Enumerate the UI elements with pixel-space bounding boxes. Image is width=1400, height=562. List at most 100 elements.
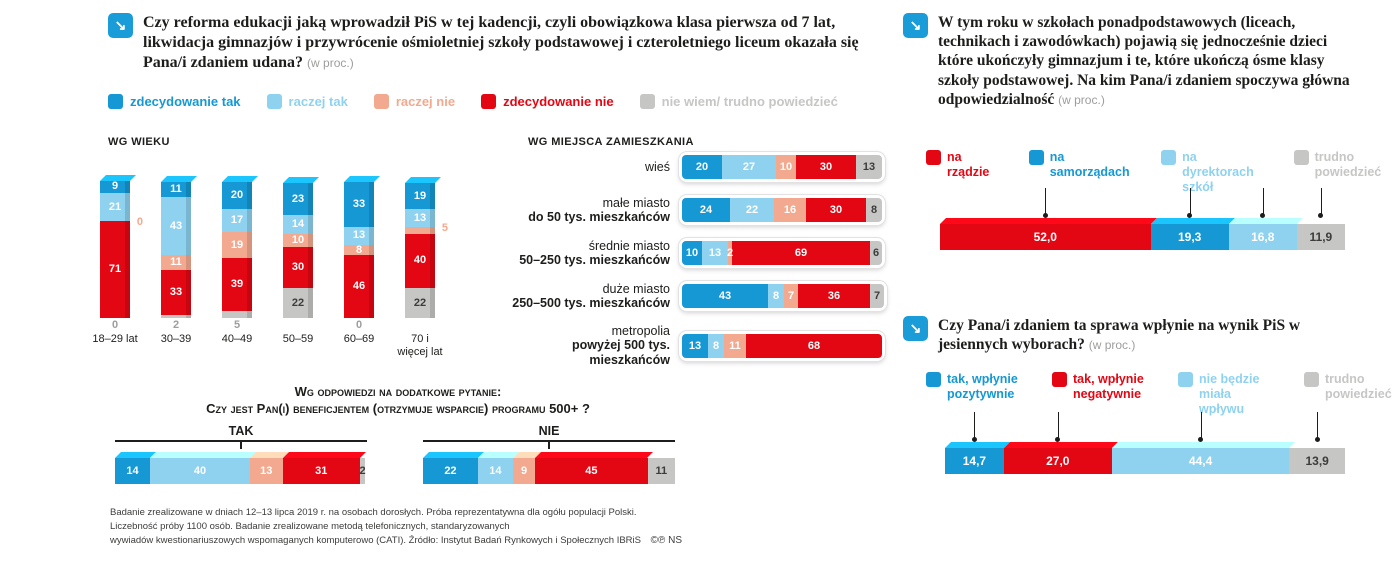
legend-connector-dot: [1198, 437, 1204, 442]
bar-value: 13,9: [1305, 454, 1329, 468]
legend-swatch: [926, 150, 941, 165]
bar-segment: 52,0: [940, 188, 1151, 250]
bar-value: 9: [111, 180, 119, 193]
bar-value: 7: [873, 290, 881, 302]
bar-segment: 40: [150, 458, 250, 484]
legend-swatch: [373, 94, 389, 109]
section-heading-age: WG WIEKU: [108, 136, 170, 148]
left-question-text: Czy reforma edukacji jaką wprowadził PiS…: [143, 14, 859, 71]
bar-segment: 2: [359, 458, 366, 484]
legend-label: na rządzie: [947, 150, 990, 179]
bar-value: 11,9: [1309, 230, 1333, 244]
bar-segment: 31: [282, 458, 360, 484]
category-label: 40–49: [221, 333, 253, 345]
age-column: 19 13 40 22 5 70 i więcej lat: [397, 183, 448, 358]
stacked-bar: 20 27 10 30 13: [682, 155, 882, 179]
legend-label: na dyrektorach szkół: [1182, 150, 1254, 194]
legend-label: tak, wpłynie negatywnie: [1073, 372, 1144, 401]
legend-item: raczej nie: [373, 94, 455, 109]
bar-value: 13: [688, 339, 702, 352]
category-bracket: NIE: [423, 424, 675, 442]
legend-connector-dot: [1318, 213, 1324, 218]
left-question-title: Czy reforma edukacji jaką wprowadził PiS…: [143, 13, 886, 72]
bar-segment: 10: [682, 241, 702, 265]
bar-value: 14: [489, 465, 502, 477]
footnote-line1: Badanie zrealizowane w dniach 12–13 lipc…: [110, 507, 637, 518]
bar-value: 22: [444, 465, 457, 477]
bar-value: 11: [655, 465, 668, 477]
residence-row: duże miasto 250–500 tys. mieszkańców 43 8 7 3…: [502, 281, 887, 311]
bar-segment: 10: [776, 155, 796, 179]
bar-segment: 16,8: [1228, 188, 1297, 250]
bar-segment: 22: [730, 198, 774, 222]
bar-value: 31: [315, 465, 328, 477]
bar-segment: 33: [161, 270, 191, 316]
election-legend: tak, wpłynie pozytywnie tak, wpłynie nega…: [926, 372, 1400, 416]
legend-item: tak, wpłynie negatywnie: [1052, 372, 1148, 416]
residence-label-line: 50–250 tys. mieszkańców: [519, 253, 670, 267]
left-question-note: (w proc.): [307, 55, 354, 70]
bar-value: 2: [726, 247, 734, 259]
legend-swatch: [1293, 150, 1309, 165]
bar-frame: 20 27 10 30 13: [679, 152, 885, 182]
program500-heading: Wg odpowiedzi na dodatkowe pytanie: Czy …: [118, 384, 678, 418]
legend-connector-line: [1320, 188, 1322, 214]
survey-footnote: Badanie zrealizowane w dniach 12–13 lipc…: [110, 506, 682, 548]
stacked-bar: 43 8 7 36 7: [682, 284, 884, 308]
footnote-line3-text: wywiadów kwestionariuszowych wspomaganyc…: [110, 534, 641, 546]
legend-swatch: [266, 94, 282, 109]
copyright-marks: ©℗ NS: [650, 534, 683, 546]
bar-value: 68: [807, 339, 821, 352]
bar-segment: 7: [784, 284, 798, 308]
bar-value: 11: [170, 256, 182, 269]
bar-value-outside: 5: [441, 221, 448, 234]
bar-value: 43: [718, 290, 732, 302]
legend-item: zdecydowanie tak: [108, 94, 241, 109]
program500-chart: NIE 22 14 9 45 11: [423, 424, 676, 484]
bar-segment: 22: [283, 288, 313, 318]
residence-label: małe miasto do 50 tys. mieszkańców: [502, 196, 670, 225]
right-bottom-question-header: ↘ Czy Pana/i zdaniem ta sprawa wpłynie n…: [903, 316, 1365, 354]
bar-value: 13: [260, 465, 273, 477]
bar-value: 13: [862, 161, 876, 173]
residence-label-line: powyżej 500 tys. mieszkańców: [572, 338, 670, 367]
right-bottom-question-note: (w proc.): [1088, 338, 1136, 353]
bar-value: 13: [413, 211, 427, 224]
bar-segment: 14,7: [945, 412, 1004, 474]
bar-value: 19: [230, 238, 244, 251]
program500-heading-line1: Wg odpowiedzi na dodatkowe pytanie:: [294, 384, 502, 399]
bar-value: 33: [352, 197, 366, 210]
bar-value-outside: 2: [172, 319, 180, 331]
legend-item: na dyrektorach szkół: [1161, 150, 1267, 194]
bar-value: 9: [520, 465, 528, 477]
bar-value: 40: [193, 465, 207, 477]
bar-value: 22: [745, 204, 759, 216]
program500-chart: TAK 14 40 13 31 2: [115, 424, 367, 484]
bar-segment: 44,4: [1111, 412, 1290, 474]
bar-value: 13: [352, 229, 366, 242]
bar-segment: 8: [708, 333, 724, 358]
residence-label-line: 250–500 tys. mieszkańców: [512, 296, 670, 310]
bar-segment: 19: [222, 232, 252, 259]
legend-item: na rządzie: [926, 150, 1003, 194]
bar-frame: 10 13 2 69 6: [679, 238, 885, 268]
stacked-bar: 10 13 2 69 6: [682, 241, 882, 265]
residence-label-line: małe miasto: [602, 195, 670, 210]
bar-value: 43: [169, 219, 183, 232]
legend-item: trudno powiedzieć: [1304, 372, 1400, 416]
bar-value: 46: [352, 280, 366, 293]
bar-frame: 24 22 16 30 8: [679, 195, 885, 225]
right-bottom-question-text: Czy Pana/i zdaniem ta sprawa wpłynie na …: [938, 317, 1301, 354]
bar-value: 21: [108, 200, 122, 213]
bar-value: 33: [169, 286, 183, 299]
bar-value: 30: [291, 261, 305, 274]
question-arrow-icon: ↘: [903, 316, 928, 341]
bar-value: 24: [699, 204, 713, 216]
legend-label: tak, wpłynie pozytywnie: [947, 372, 1018, 401]
bar-segment: 11: [161, 255, 191, 271]
responsibility-legend: na rządzie na samorządach na dyrektorach s…: [926, 150, 1400, 194]
legend-connector-line: [1057, 412, 1059, 438]
footnote-line3: wywiadów kwestionariuszowych wspomaganyc…: [110, 534, 682, 549]
right-bottom-question-title: Czy Pana/i zdaniem ta sprawa wpłynie na …: [938, 316, 1365, 354]
legend-swatch: [1052, 372, 1067, 387]
